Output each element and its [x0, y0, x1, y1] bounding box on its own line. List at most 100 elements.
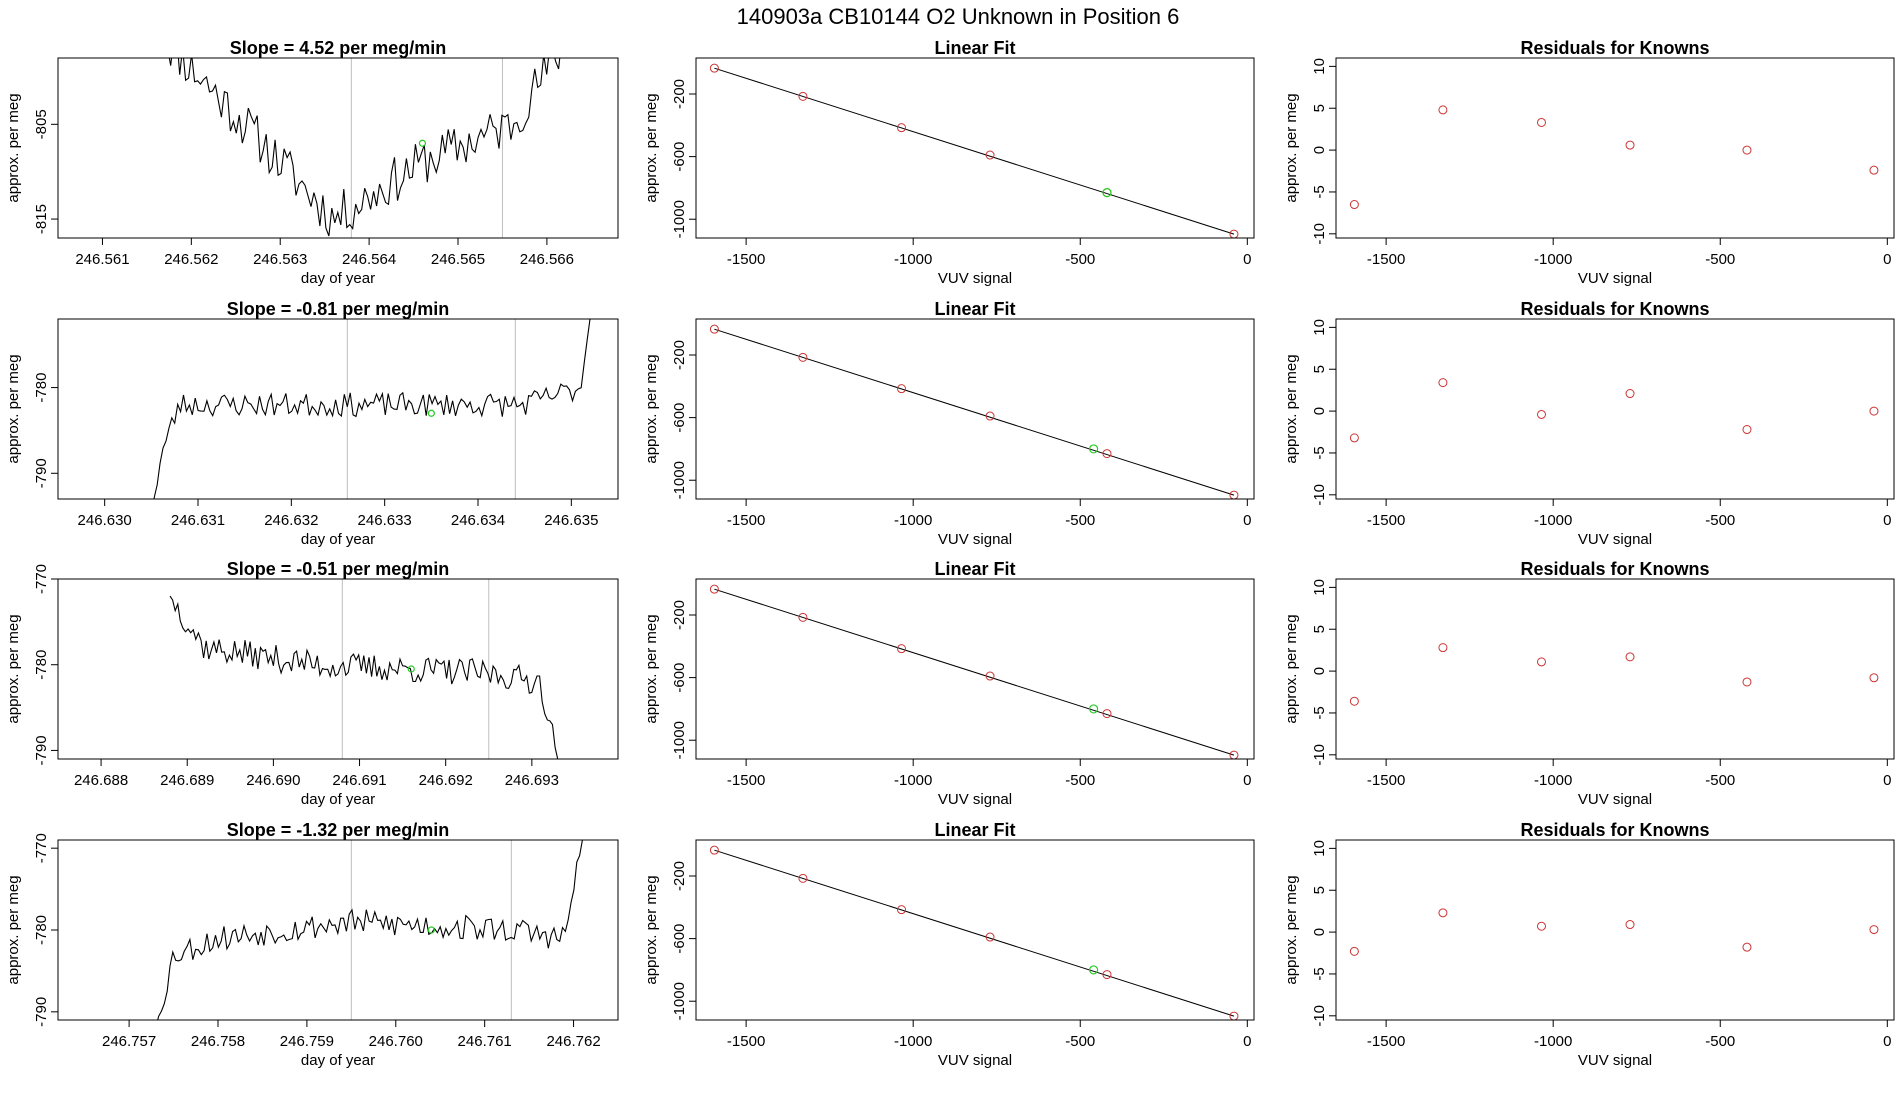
residual-point	[1742, 145, 1752, 155]
residual-point	[1349, 696, 1359, 706]
y-tick-label: -790	[33, 735, 50, 765]
y-tick-label: -790	[33, 458, 50, 488]
y-tick-label: 10	[1311, 319, 1328, 336]
y-tick-label: -200	[671, 600, 688, 630]
x-tick-label: -1500	[1367, 512, 1405, 529]
known-point	[798, 352, 808, 362]
x-tick-label: 246.759	[280, 1033, 334, 1050]
x-tick-label: -500	[1705, 512, 1735, 529]
panel-linear-fit-2: Linear Fit -1500 -1000 -500 0 VUV signal -200 -…	[643, 299, 1255, 548]
x-tick-label: 246.692	[419, 772, 473, 789]
y-tick-label: -10	[1311, 223, 1328, 245]
x-tick-label: -500	[1065, 251, 1095, 268]
panel-title: Slope = -1.32 per meg/min	[227, 820, 450, 840]
residual-point	[1742, 677, 1752, 687]
unknown-point	[418, 139, 427, 147]
y-tick-label: -790	[33, 997, 50, 1027]
y-tick-label: -200	[671, 79, 688, 109]
x-axis-label: day of year	[301, 270, 375, 287]
panel-residuals-1: Residuals for Knowns -1500 -1000 -500 0 VUV s…	[1283, 38, 1895, 287]
known-point	[985, 671, 995, 681]
y-tick-label: -815	[33, 204, 50, 234]
residual-point	[1438, 378, 1448, 388]
y-tick-label: -5	[1311, 185, 1328, 198]
y-tick-label: -5	[1311, 446, 1328, 459]
x-axis-label: VUV signal	[1578, 791, 1652, 808]
known-point	[709, 584, 719, 594]
y-tick-label: -5	[1311, 967, 1328, 980]
x-axis-label: VUV signal	[1578, 531, 1652, 548]
known-point	[985, 411, 995, 421]
known-point	[1102, 449, 1112, 459]
y-tick-label: 10	[1311, 840, 1328, 857]
x-tick-label: 246.561	[75, 251, 129, 268]
x-tick-label: 246.631	[171, 512, 225, 529]
y-tick-label: -1000	[671, 982, 688, 1020]
panel-title: Residuals for Knowns	[1520, 299, 1709, 319]
panel-time-series-1: Slope = 4.52 per meg/min 246.561 246.562 24…	[5, 38, 619, 287]
x-axis-label: day of year	[301, 791, 375, 808]
known-point	[1102, 709, 1112, 719]
x-tick-label: -1500	[727, 251, 765, 268]
known-point	[985, 150, 995, 160]
panel-title: Residuals for Knowns	[1520, 38, 1709, 58]
x-tick-label: -1500	[727, 512, 765, 529]
x-axis-label: day of year	[301, 531, 375, 548]
data-trace	[153, 319, 591, 499]
panel-title: Linear Fit	[934, 559, 1015, 579]
x-tick-label: -500	[1065, 772, 1095, 789]
plot-frame	[57, 57, 619, 239]
x-tick-label: -1500	[1367, 251, 1405, 268]
residual-point	[1349, 200, 1359, 210]
residual-point	[1869, 925, 1879, 935]
known-point	[1229, 490, 1239, 499]
plot-area	[157, 840, 583, 1020]
y-tick-label: -1000	[671, 200, 688, 238]
y-tick-label: -780	[33, 650, 50, 680]
y-axis-label: approx. per meg	[643, 93, 660, 202]
x-tick-label: 0	[1243, 251, 1251, 268]
x-tick-label: 246.562	[164, 251, 218, 268]
known-point	[1229, 229, 1239, 238]
x-tick-label: 0	[1883, 1033, 1891, 1050]
known-point	[1229, 750, 1239, 759]
y-axis-label: approx. per meg	[5, 93, 22, 202]
x-tick-label: 0	[1883, 251, 1891, 268]
panel-time-series-2: Slope = -0.81 per meg/min 246.630 246.631 2…	[5, 299, 619, 548]
x-tick-label: 246.757	[102, 1033, 156, 1050]
y-tick-label: -770	[33, 833, 50, 863]
x-tick-label: -1000	[1534, 512, 1572, 529]
x-axis-label: VUV signal	[938, 1052, 1012, 1069]
x-tick-label: -1000	[894, 772, 932, 789]
plot-frame	[1335, 839, 1895, 1021]
residual-point	[1742, 942, 1752, 952]
known-point	[985, 932, 995, 942]
plot-frame	[695, 578, 1255, 760]
x-tick-label: 0	[1243, 1033, 1251, 1050]
y-tick-label: -770	[33, 564, 50, 594]
residual-point	[1438, 908, 1448, 918]
y-tick-label: -600	[671, 924, 688, 954]
panel-residuals-2: Residuals for Knowns -1500 -1000 -500 0 VUV s…	[1283, 299, 1895, 548]
y-tick-label: 5	[1311, 886, 1328, 894]
y-tick-label: 0	[1311, 667, 1328, 675]
x-tick-label: 246.630	[78, 512, 132, 529]
x-tick-label: -1000	[894, 512, 932, 529]
y-axis-label: approx. per meg	[643, 875, 660, 984]
x-tick-label: 246.566	[520, 251, 574, 268]
residual-point	[1869, 165, 1879, 175]
unknown-point	[1089, 704, 1099, 714]
y-tick-label: -600	[671, 663, 688, 693]
x-tick-label: 0	[1243, 772, 1251, 789]
x-axis-label: VUV signal	[938, 791, 1012, 808]
x-tick-label: -500	[1705, 772, 1735, 789]
x-tick-label: 246.633	[358, 512, 412, 529]
y-axis-label: approx. per meg	[643, 354, 660, 463]
known-point	[896, 644, 906, 654]
y-axis-label: approx. per meg	[5, 614, 22, 723]
x-tick-label: -1500	[727, 1033, 765, 1050]
x-tick-label: 246.690	[246, 772, 300, 789]
unknown-point	[1089, 444, 1099, 454]
y-tick-label: 5	[1311, 365, 1328, 373]
plot-area	[1349, 378, 1879, 443]
